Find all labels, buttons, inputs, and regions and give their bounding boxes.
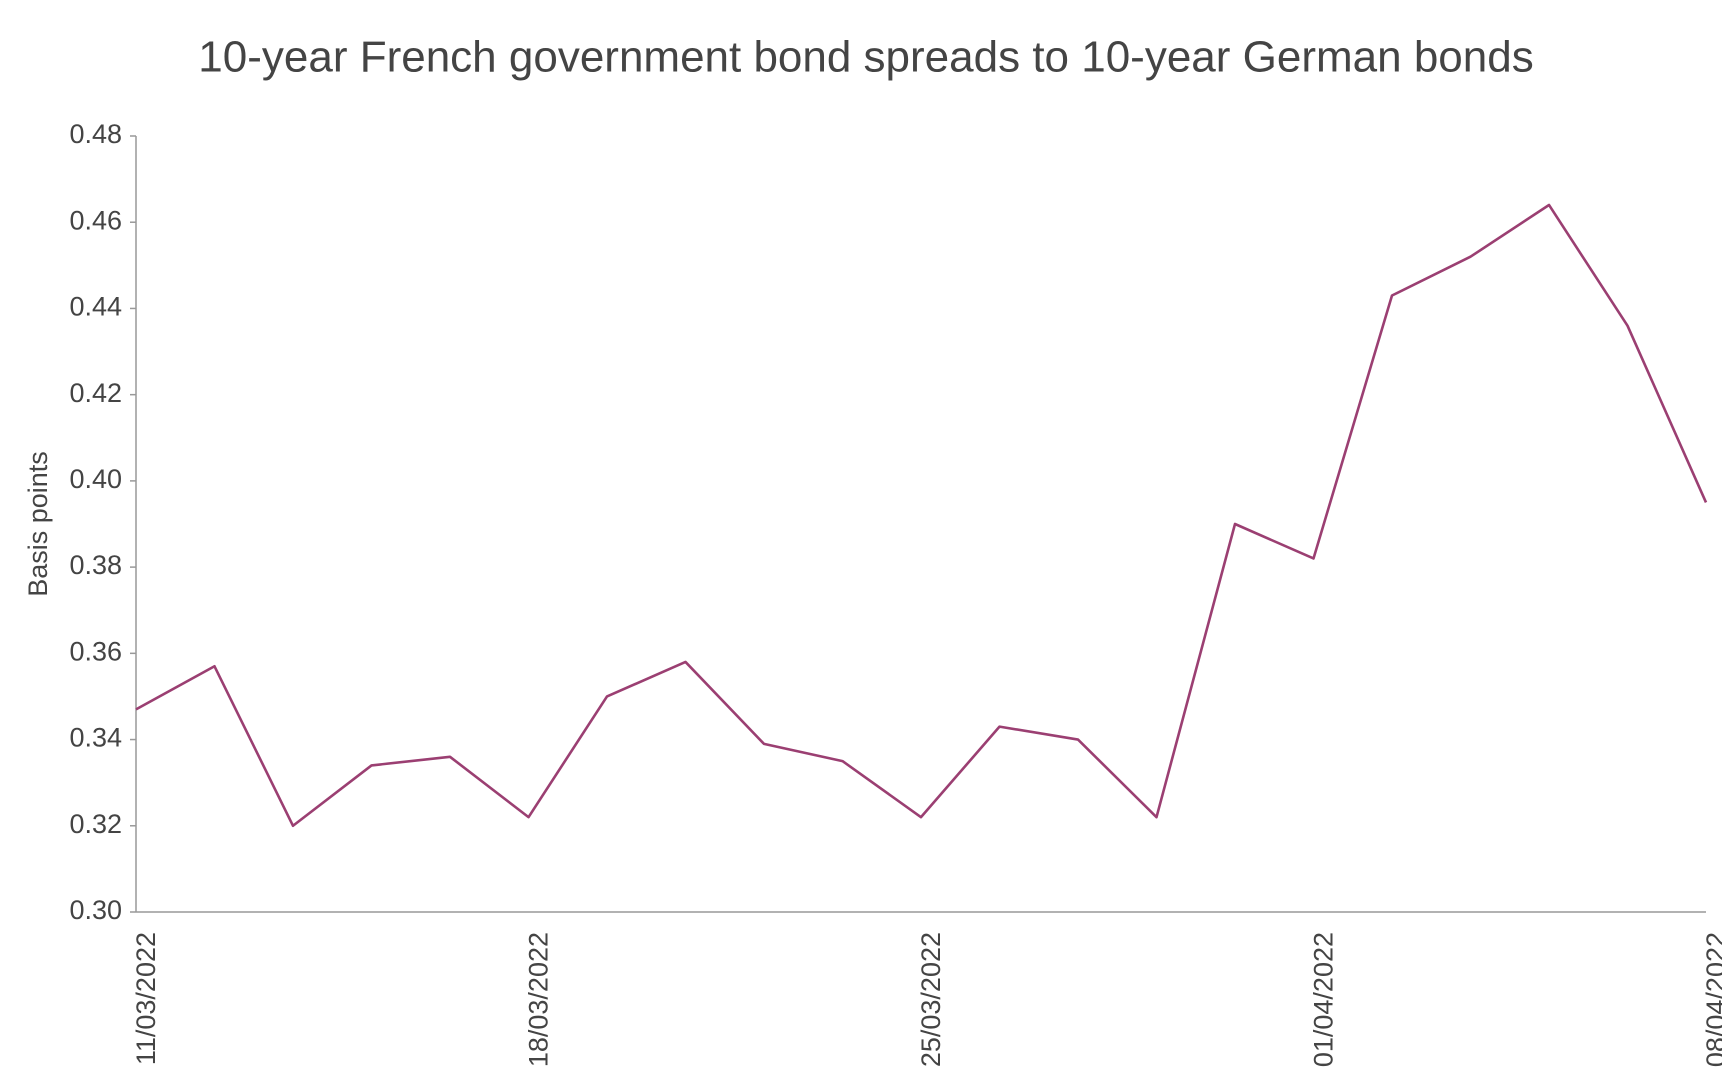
- y-tick-label: 0.42: [69, 378, 122, 408]
- y-tick-label: 0.40: [69, 464, 122, 494]
- y-tick-label: 0.38: [69, 550, 122, 580]
- line-series: [135, 203, 1708, 828]
- y-tick-label: 0.48: [69, 119, 122, 149]
- y-tick-label: 0.34: [69, 723, 122, 753]
- y-tick-label: 0.30: [69, 895, 122, 925]
- y-tick-label: 0.44: [69, 292, 122, 322]
- x-tick-label: 18/03/2022: [524, 932, 554, 1067]
- x-tick-label: 11/03/2022: [131, 932, 161, 1065]
- x-tick-label: 25/03/2022: [916, 932, 946, 1067]
- y-tick-label: 0.32: [69, 809, 122, 839]
- chart-title: 10-year French government bond spreads t…: [198, 33, 1533, 82]
- y-axis-label: Basis points: [23, 451, 53, 597]
- x-tick-label: 08/04/2022: [1701, 932, 1722, 1067]
- x-tick-label: 01/04/2022: [1309, 932, 1339, 1067]
- y-tick-label: 0.46: [69, 205, 122, 235]
- y-tick-label: 0.36: [69, 636, 122, 666]
